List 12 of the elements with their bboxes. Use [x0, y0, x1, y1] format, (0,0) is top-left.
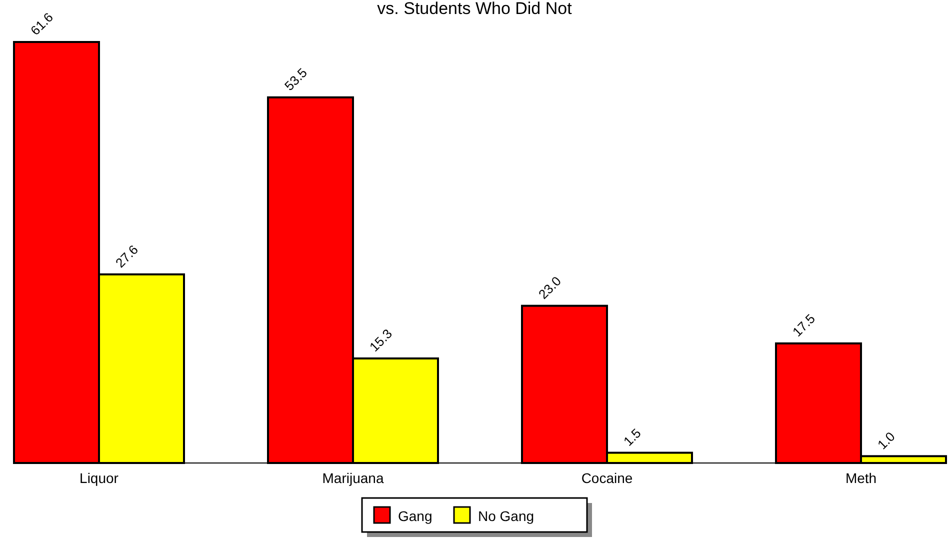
- x-tick-label: Cocaine: [581, 470, 633, 486]
- data-label: 53.5: [282, 64, 310, 94]
- data-label: 1.0: [874, 428, 898, 452]
- data-label: 1.5: [620, 425, 644, 449]
- x-tick-label: Liquor: [80, 470, 119, 486]
- x-tick-label: Marijuana: [322, 470, 384, 486]
- data-label: 61.6: [28, 10, 56, 38]
- data-label: 15.3: [366, 326, 396, 355]
- legend-label: Gang: [398, 508, 432, 524]
- x-tick-label: Meth: [845, 470, 877, 486]
- chart-title: vs. Students Who Did Not: [377, 0, 572, 18]
- legend-label: No Gang: [478, 508, 534, 524]
